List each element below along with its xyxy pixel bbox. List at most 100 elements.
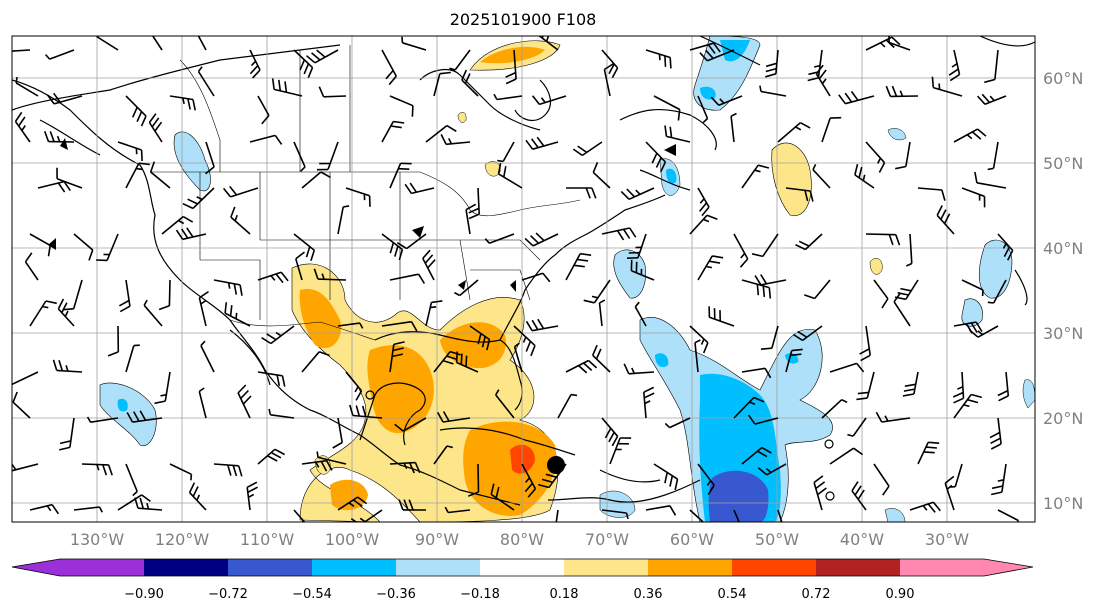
wind-barb [653,463,678,480]
wind-barb-feather [321,273,325,280]
wind-barb-feather [530,345,536,357]
map-title: 2025101900 F108 [450,10,597,29]
wind-barb-feather [192,99,196,111]
wind-barb-feather [884,415,889,422]
wind-barb [539,95,567,106]
wind-barb [961,371,965,399]
wind-barb-feather [266,333,277,341]
political-borders [150,45,581,341]
wind-barb-feather [544,533,555,535]
wind-barb-feather [812,164,817,171]
colorbar-segment [228,559,312,576]
wind-barb-feather [708,260,721,264]
wind-barb-feather [410,321,418,332]
wind-barb-feather [740,252,746,259]
wind-barb-feather [765,67,777,73]
wind-barb-feather [952,391,964,398]
colorbar-segment [816,559,900,576]
wind-barb [513,346,523,373]
wind-barb-feather [585,187,591,199]
wind-barb [741,446,763,465]
wind-barb-feather [760,347,772,350]
wind-barb [197,36,207,51]
wind-barb [477,463,480,493]
wind-barb [689,509,705,522]
wind-barb [270,325,295,345]
wind-barb-feather [232,465,238,477]
wind-barb [57,308,75,327]
wind-barb-feather [148,113,157,123]
wind-barb-feather [592,161,599,173]
wind-barb [954,463,963,487]
wind-barb-feather [490,483,495,495]
wind-barb [565,359,589,373]
wind-barb-feather [198,387,205,393]
colorbar-segment [564,559,648,576]
colorbar-segment [144,559,228,576]
wind-barb-feather [792,333,804,342]
wind-barb-feather [821,78,827,85]
wind-barb-feather [710,96,720,106]
wind-barb [106,233,119,261]
wind-barb-feather [998,395,1009,402]
wind-barb-feather [878,162,886,173]
wind-barb-feather [859,348,870,355]
wind-barb-feather [525,341,532,352]
wind-barb-feather [545,523,556,525]
wind-barb-feather [332,441,343,449]
wind-barb-feather [58,360,64,372]
wind-barb-feather [154,121,163,132]
wind-barb-feather [754,275,762,286]
wind-barb [446,141,471,146]
wind-barb [125,463,138,492]
wind-barb [733,396,755,419]
wind-barb [893,301,911,327]
wind-barb [881,417,911,423]
lon-tick-label: 80°W [500,530,544,549]
wind-barb-feather [664,125,668,137]
wind-barb-feather [963,404,970,408]
wind-barb-feather [853,447,864,456]
wind-barb-feather [669,126,673,138]
wind-barb [977,325,999,338]
wind-barb [161,215,184,235]
wind-barb-feather [409,462,415,474]
wind-barb [502,141,515,162]
wind-barb-feather [573,264,585,268]
wind-barb-feather [582,362,593,371]
colorbar-tick-label: −0.90 [124,587,164,602]
wind-barb-feather [700,338,705,345]
wind-barb-feather [702,342,709,354]
wind-barb-feather [757,450,768,458]
wind-barb-feather [361,405,367,417]
wind-barb-feather [970,322,978,333]
wind-barb-feather [392,353,404,358]
wind-barb-feather [525,139,534,150]
wind-barb-feather [12,463,17,471]
wind-barb-feather [754,169,761,173]
wind-barb [230,187,259,198]
wind-barb [14,121,31,143]
wind-barb-feather [143,299,148,306]
wind-barb-feather [706,214,718,221]
wind-barb [498,173,523,189]
wind-barb-feather [629,227,637,238]
wind-barb-feather [136,111,143,123]
wind-barb [953,321,977,327]
wind-barb-feather [977,128,987,137]
wind-barb [913,371,919,395]
wind-barb-feather [542,272,551,283]
wind-barb-feather [953,397,964,404]
wind-barb [230,216,251,235]
wind-barb-feather [411,105,414,117]
wind-barb-feather [531,319,539,331]
wind-barb-feather [63,181,71,192]
wind-barb [363,509,383,522]
wind-barb-feather [895,234,901,246]
wind-barb-feather [608,431,615,443]
wind-barb-feather [990,443,1002,450]
wind-barb-feather [674,478,679,491]
wind-barb [689,42,714,51]
wind-barb [936,214,955,235]
wind-barb-feather [587,359,598,369]
